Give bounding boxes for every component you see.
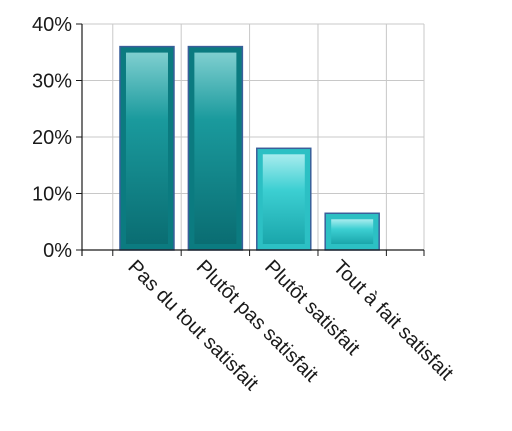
x-tick-label: Plutôt pas satisfait xyxy=(192,256,323,387)
bar xyxy=(256,147,312,251)
y-tick-label: 0% xyxy=(43,240,72,262)
y-tick-labels: 0% 10% 20% 30% 40% xyxy=(32,14,72,262)
y-tick-label: 40% xyxy=(32,14,72,36)
x-tick-label: Pas du tout satisfait xyxy=(123,256,262,395)
bar xyxy=(119,45,175,251)
bar-fill xyxy=(194,52,237,244)
bar xyxy=(324,212,380,251)
bar xyxy=(187,45,244,251)
axes xyxy=(76,23,425,256)
y-tick-label: 10% xyxy=(32,184,72,206)
y-tick-label: 20% xyxy=(32,127,72,149)
y-tick-label: 30% xyxy=(32,71,72,93)
x-tick-label: Tout à fait satisfait xyxy=(329,256,458,385)
bar-fill xyxy=(331,219,374,244)
bars xyxy=(119,45,380,251)
bar-fill xyxy=(125,52,168,244)
bar-fill xyxy=(262,154,305,244)
